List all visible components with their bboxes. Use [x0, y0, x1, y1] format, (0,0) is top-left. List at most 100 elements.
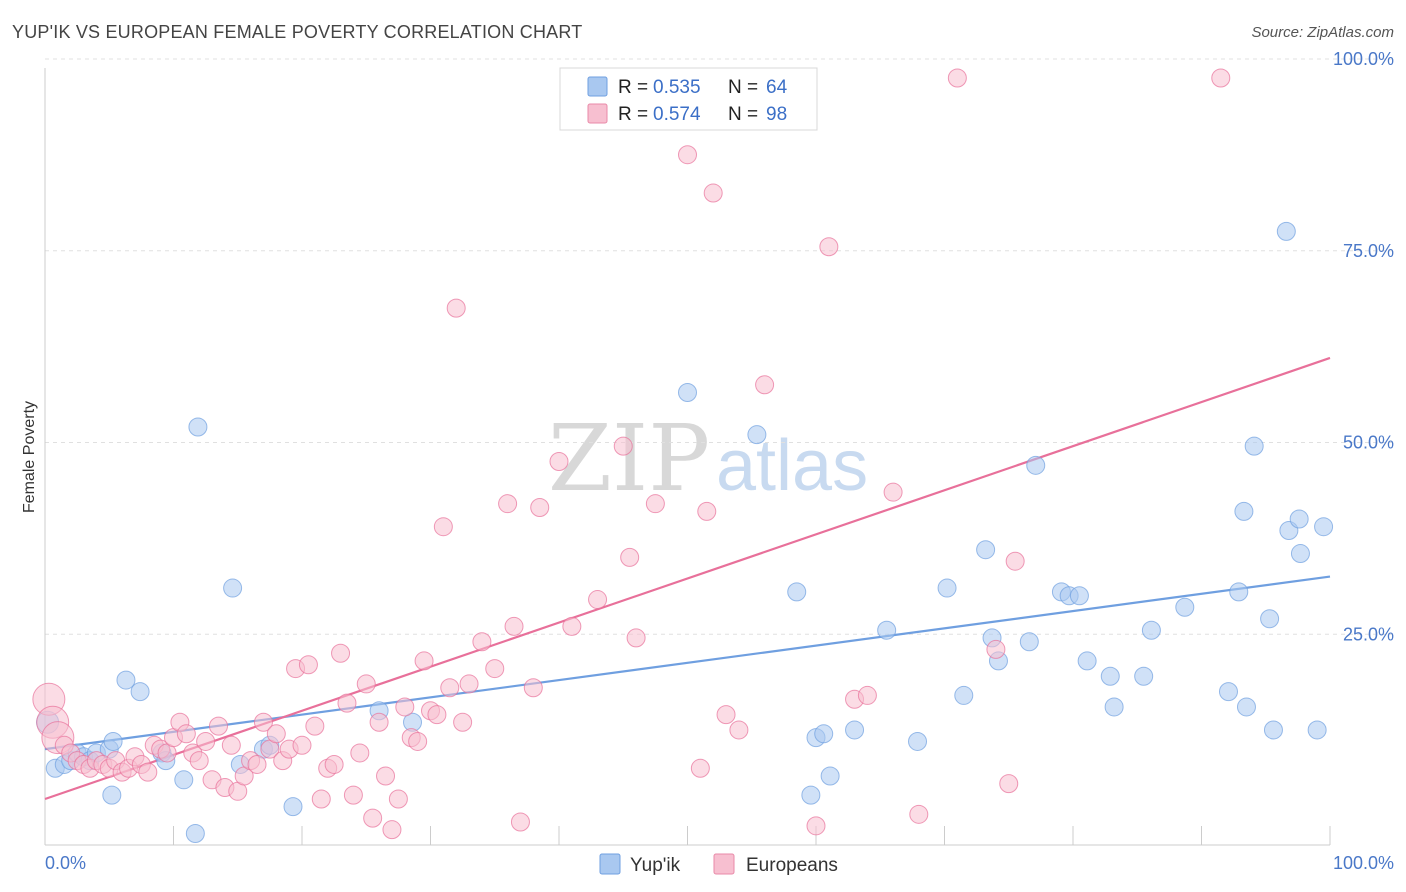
- europeans-point: [690, 758, 710, 778]
- yupik-point: [188, 417, 208, 437]
- legend-n-value-2: 98: [766, 104, 787, 125]
- legend-n-value-1: 64: [766, 77, 788, 98]
- yupik-point: [174, 770, 194, 790]
- europeans-point: [382, 820, 402, 840]
- watermark-zip: ZIP: [548, 405, 710, 512]
- yupik-point: [820, 766, 840, 786]
- yupik-point: [937, 578, 957, 598]
- x-tick-label: 0.0%: [45, 853, 86, 873]
- yupik-point: [185, 823, 205, 843]
- europeans-point: [562, 616, 582, 636]
- europeans-point: [645, 494, 665, 514]
- legend-r-label-1: R =: [618, 77, 648, 98]
- yupik-point: [787, 582, 807, 602]
- legend-swatch-europeans: [587, 103, 608, 124]
- europeans-point: [485, 659, 505, 679]
- europeans-point: [986, 639, 1006, 659]
- yupik-point: [877, 620, 897, 640]
- europeans-point: [369, 712, 389, 732]
- yupik-point: [1019, 632, 1039, 652]
- yupik-point: [116, 670, 136, 690]
- data-points: [32, 68, 1334, 843]
- yupik-point: [1026, 455, 1046, 475]
- europeans-point: [298, 655, 318, 675]
- bottom-legend-label-yupik: Yup'ik: [630, 855, 681, 876]
- legend-r-label-2: R =: [618, 104, 648, 125]
- watermark-atlas: atlas: [716, 426, 868, 506]
- yupik-point: [1244, 436, 1264, 456]
- yupik-point: [1134, 666, 1154, 686]
- europeans-point: [999, 774, 1019, 794]
- europeans-point: [350, 743, 370, 763]
- europeans-point: [819, 237, 839, 257]
- yupik-point: [678, 382, 697, 402]
- europeans-point: [356, 674, 376, 694]
- europeans-point: [857, 685, 877, 705]
- europeans-point: [883, 482, 903, 502]
- yupik-point: [845, 720, 865, 740]
- y-tick-label: 100.0%: [1333, 49, 1394, 69]
- europeans-point: [549, 452, 569, 471]
- europeans-point: [266, 724, 286, 744]
- yupik-point: [1100, 666, 1120, 686]
- europeans-point: [1211, 68, 1231, 88]
- europeans-point: [433, 517, 453, 537]
- europeans-point: [716, 705, 736, 725]
- europeans-point: [530, 498, 550, 518]
- yupik-point: [814, 724, 834, 744]
- europeans-point: [408, 731, 428, 751]
- europeans-point: [208, 716, 228, 736]
- legend-r-value-1: 0.535: [653, 77, 701, 98]
- yupik-point: [747, 425, 767, 445]
- europeans-point: [806, 816, 826, 836]
- europeans-point: [453, 712, 473, 732]
- yupik-point: [1314, 517, 1334, 537]
- yupik-point: [103, 731, 123, 751]
- europeans-point: [755, 375, 775, 395]
- europeans-point: [947, 68, 967, 88]
- yupik-point: [954, 685, 974, 705]
- europeans-point: [221, 735, 241, 755]
- europeans-point: [697, 501, 717, 521]
- legend-swatch-yupik: [587, 76, 608, 97]
- europeans-point: [498, 494, 518, 514]
- europeans-point: [395, 697, 415, 717]
- yupik-point: [1175, 597, 1195, 617]
- europeans-point: [363, 808, 383, 828]
- y-tick-label: 25.0%: [1343, 624, 1394, 644]
- legend-n-label-1: N =: [728, 77, 758, 98]
- europeans-point: [376, 766, 396, 786]
- yupik-point: [976, 540, 996, 560]
- europeans-point: [253, 712, 273, 732]
- legend-n-label-2: N =: [728, 104, 758, 125]
- europeans-point: [247, 754, 267, 774]
- yupik-point: [1289, 509, 1309, 529]
- europeans-point: [311, 789, 331, 809]
- yupik-point: [1307, 720, 1327, 740]
- yupik-point: [1077, 651, 1097, 671]
- europeans-point: [620, 547, 640, 567]
- europeans-point: [324, 754, 344, 774]
- europeans-point: [703, 183, 723, 203]
- chart-source: Source: ZipAtlas.com: [1251, 24, 1394, 41]
- europeans-point: [138, 762, 158, 782]
- yupik-point: [1229, 582, 1249, 602]
- europeans-point: [440, 678, 460, 698]
- yupik-point: [1260, 609, 1280, 629]
- gridlines: [45, 58, 1395, 635]
- europeans-point: [292, 735, 312, 755]
- yupik-point: [102, 785, 122, 805]
- europeans-point: [678, 145, 697, 165]
- europeans-point: [446, 298, 466, 318]
- yupik-point: [1141, 620, 1161, 640]
- europeans-point: [189, 751, 209, 771]
- chart-title: YUP'IK VS EUROPEAN FEMALE POVERTY CORREL…: [12, 22, 583, 42]
- yupik-point: [283, 797, 303, 817]
- yupik-point: [1290, 544, 1310, 564]
- y-tick-label: 75.0%: [1343, 241, 1394, 261]
- y-tick-label: 50.0%: [1343, 433, 1394, 453]
- tick-labels: 25.0% 50.0% 75.0% 100.0% 0.0% 100.0%: [45, 49, 1394, 873]
- yupik-point: [1234, 501, 1254, 521]
- europeans-point: [626, 628, 646, 648]
- europeans-point: [427, 705, 447, 725]
